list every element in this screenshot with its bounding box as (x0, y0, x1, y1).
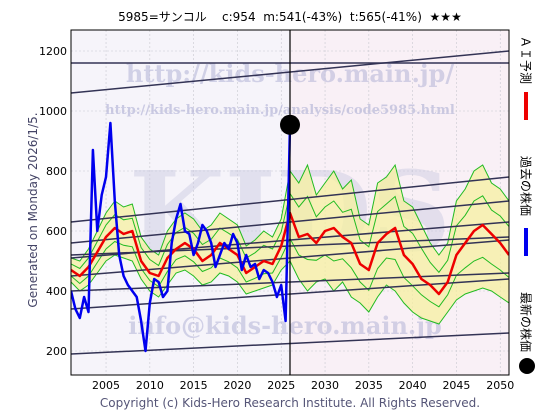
series-past-price (71, 121, 292, 353)
x-tick-label: 2005 (92, 379, 120, 392)
copyright-footer: Copyright (c) Kids-Hero Research Institu… (99, 396, 481, 410)
x-tick-label: 2045 (442, 379, 470, 392)
y-tick-label: 200 (46, 345, 67, 358)
grid-lines (71, 30, 509, 375)
header-current: c:954 (222, 10, 256, 24)
chart-header: 5985=サンコル c:954 m:541(-43%) t:565(-41%) … (70, 8, 510, 25)
x-tick-label: 2010 (136, 379, 164, 392)
header-code-name: 5985=サンコル (118, 10, 207, 24)
now-marker-dot (280, 114, 300, 135)
legend-latest-price-label: 最新の株価 (518, 291, 533, 353)
y-tick-label: 600 (46, 225, 67, 238)
x-tick-label: 2040 (399, 379, 427, 392)
watermark-sub: http://kids-hero.main.jp/analysis/code59… (105, 103, 455, 118)
legend-past-price-label: 過去の株価 (518, 155, 533, 217)
x-tick-label: 2025 (267, 379, 295, 392)
y-tick-label: 800 (46, 165, 67, 178)
y-tick-label: 400 (46, 285, 67, 298)
x-tick-label: 2050 (486, 379, 514, 392)
header-target: t:565(-41%) (349, 10, 422, 24)
header-stars: ★★★ (429, 10, 462, 24)
x-tick-label: 2015 (180, 379, 208, 392)
x-axis-ticks: 2005 2010 2015 2020 2025 2030 2035 2040 2045 2050 (92, 379, 514, 392)
header-mid: m:541(-43%) (263, 10, 343, 24)
legend-latest-price-dot (519, 358, 535, 374)
plot-frame (70, 29, 510, 376)
legend-past-price-swatch (524, 228, 528, 256)
generated-note-text: Generated on Monday 2026/1/5. (26, 112, 40, 308)
y-tick-label: 1000 (39, 105, 67, 118)
legend-ai-forecast-label: ＡＩ予測 (518, 35, 533, 85)
now-marker-group (280, 30, 300, 375)
x-tick-label: 2035 (355, 379, 383, 392)
y-axis-ticks: 200 400 600 800 1000 1200 (39, 45, 67, 358)
x-tick-label: 2030 (311, 379, 339, 392)
y-tick-label: 1200 (39, 45, 67, 58)
x-tick-label: 2020 (223, 379, 251, 392)
legend-ai-forecast-swatch (524, 92, 528, 120)
